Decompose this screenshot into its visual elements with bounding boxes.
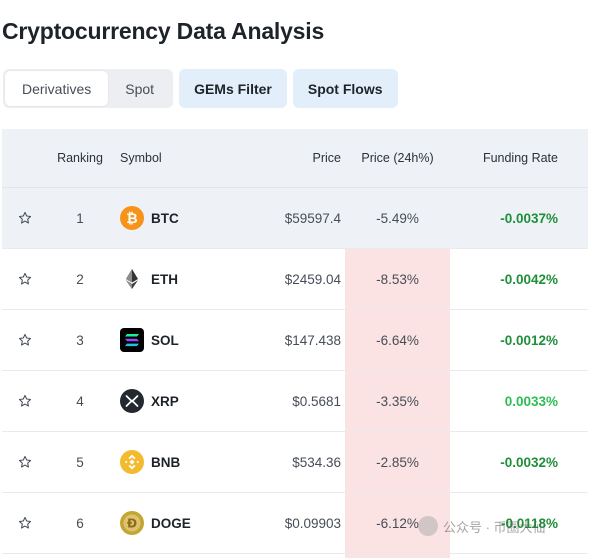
eth-coin-icon [120, 267, 144, 291]
change-cell: -6.12% [376, 515, 419, 531]
symbol-label: SOL [151, 332, 179, 348]
price-cell: $0.09903 [284, 515, 341, 531]
price-cell: $59597.4 [284, 210, 341, 226]
market-type-toggle: Derivatives Spot [3, 69, 174, 108]
column-header-symbol[interactable]: Symbol [120, 151, 162, 165]
price-cell: $147.438 [284, 332, 341, 348]
sol-coin-icon [120, 328, 144, 352]
column-header-funding[interactable]: Funding Rate [482, 151, 558, 165]
change-cell: -5.49% [376, 210, 419, 226]
tab-spot[interactable]: Spot [125, 80, 155, 97]
symbol-label: BNB [151, 454, 181, 470]
doge-coin-icon: Ð [120, 511, 144, 535]
svg-text:₿: ₿ [126, 211, 137, 227]
rank-cell: 3 [76, 332, 84, 348]
symbol-cell[interactable]: BNB [120, 432, 180, 492]
table-row[interactable]: 2 ETH $2459.04 -8.53% -0.0042% [2, 249, 588, 310]
tab-derivatives[interactable]: Derivatives [5, 71, 109, 106]
favorite-star-icon[interactable] [16, 371, 34, 431]
price-cell: $534.36 [292, 454, 341, 470]
rank-cell: 4 [76, 393, 84, 409]
xrp-coin-icon [120, 389, 144, 413]
page-title: Cryptocurrency Data Analysis [2, 18, 325, 44]
rank-cell: 6 [76, 515, 84, 531]
symbol-label: ETH [151, 271, 178, 287]
table-row[interactable]: 1 ₿ BTC $59597.4 -5.49% -0.0037% [2, 188, 588, 249]
rank-cell: 1 [76, 210, 84, 226]
btc-coin-icon: ₿ [120, 206, 144, 230]
spot-flows-button[interactable]: Spot Flows [292, 69, 398, 108]
wechat-logo-icon [418, 516, 438, 536]
funding-rate-cell: 0.0033% [504, 393, 558, 409]
toolbar: Derivatives Spot GEMs Filter Spot Flows [3, 69, 398, 108]
symbol-cell[interactable]: Ð DOGE [120, 493, 191, 553]
table-row[interactable]: 3 SOL $147.438 -6.64% -0.0012% [2, 310, 588, 371]
favorite-star-icon[interactable] [16, 188, 34, 248]
symbol-label: DOGE [151, 515, 191, 531]
watermark: 公众号 · 币圈大仙 [418, 516, 546, 536]
symbol-cell[interactable]: ETH [120, 249, 178, 309]
favorite-star-icon[interactable] [16, 432, 34, 492]
funding-rate-cell: -0.0042% [500, 271, 558, 287]
favorite-star-icon[interactable] [16, 493, 34, 553]
table-header: Ranking Symbol Price Price (24h%) Fundin… [2, 129, 588, 188]
funding-rate-cell: -0.0032% [500, 454, 558, 470]
favorite-star-icon[interactable] [16, 249, 34, 309]
symbol-cell[interactable]: ₿ BTC [120, 188, 179, 248]
symbol-cell[interactable]: SOL [120, 310, 179, 370]
price-cell: $0.5681 [292, 393, 341, 409]
rank-cell: 2 [76, 271, 84, 287]
table-row[interactable]: 4 XRP $0.5681 -3.35% 0.0033% [2, 371, 588, 432]
funding-rate-cell: -0.0012% [500, 332, 558, 348]
change-cell: -8.53% [376, 271, 419, 287]
rank-cell: 5 [76, 454, 84, 470]
table-row[interactable]: 5 BNB $534.36 -2.85% -0.0032% [2, 432, 588, 493]
symbol-label: BTC [151, 210, 179, 226]
column-header-ranking[interactable]: Ranking [57, 151, 103, 165]
gems-filter-button[interactable]: GEMs Filter [179, 69, 287, 108]
column-header-price[interactable]: Price [312, 151, 341, 165]
symbol-label: XRP [151, 393, 179, 409]
bnb-coin-icon [120, 450, 144, 474]
column-header-change[interactable]: Price (24h%) [361, 151, 434, 165]
favorite-star-icon[interactable] [16, 310, 34, 370]
change-cell: -6.64% [376, 332, 419, 348]
crypto-table: Ranking Symbol Price Price (24h%) Fundin… [2, 129, 588, 558]
funding-rate-cell: -0.0118% [500, 515, 558, 531]
watermark-text: 公众号 · 币圈大仙 [443, 519, 546, 535]
price-cell: $2459.04 [284, 271, 341, 287]
funding-rate-cell: -0.0037% [500, 210, 558, 226]
change-cell: -3.35% [376, 393, 419, 409]
svg-text:Ð: Ð [127, 517, 137, 531]
symbol-cell[interactable]: XRP [120, 371, 179, 431]
change-cell: -2.85% [376, 454, 419, 470]
change-column-highlight [345, 188, 450, 558]
